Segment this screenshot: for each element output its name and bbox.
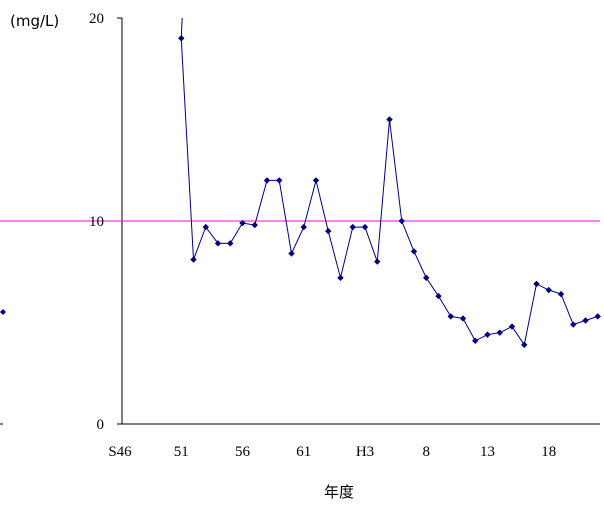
x-tick-label: 61	[296, 444, 311, 460]
data-point	[435, 292, 442, 300]
data-point	[178, 35, 185, 42]
series-line-lead	[180, 18, 183, 39]
data-point	[312, 177, 320, 184]
x-tick-label: H3	[356, 444, 374, 460]
data-point	[251, 221, 258, 229]
data-point	[496, 329, 503, 336]
data-point	[300, 223, 307, 231]
data-point	[202, 223, 209, 231]
y-tick-label: 10	[89, 214, 104, 230]
data-point	[398, 217, 405, 225]
data-point	[545, 286, 552, 294]
data-point	[374, 258, 381, 265]
data-point	[557, 290, 565, 298]
data-point	[337, 274, 344, 282]
series-group	[178, 18, 601, 349]
x-tick-label: 51	[174, 444, 189, 460]
series	[178, 18, 601, 349]
data-point	[533, 280, 540, 288]
data-point	[276, 177, 283, 184]
label-group: 0 10 20 S46 51 56 61 H3 8 13 18	[89, 11, 556, 460]
data-point	[227, 240, 234, 247]
data-point	[214, 240, 222, 247]
adjacent-chart-fragment	[0, 220, 6, 425]
data-point	[508, 323, 516, 330]
y-tick-label: 20	[89, 11, 104, 27]
data-point	[410, 248, 418, 255]
data-point	[386, 116, 393, 123]
data-point	[521, 341, 528, 349]
series-line	[180, 38, 598, 347]
x-tick-label: 13	[480, 444, 495, 460]
fragment-point	[0, 309, 6, 315]
data-point	[263, 177, 271, 184]
data-point	[190, 256, 197, 263]
data-point	[349, 223, 356, 231]
data-point	[484, 331, 491, 338]
data-point	[570, 321, 577, 328]
data-point	[582, 317, 589, 324]
data-point	[288, 250, 295, 257]
x-tick-label: 8	[423, 444, 431, 460]
data-point	[472, 337, 479, 344]
y-tick-label: 0	[97, 417, 105, 433]
data-point	[239, 219, 246, 227]
x-tick-label: 56	[235, 444, 251, 460]
x-tick-label: S46	[108, 444, 132, 460]
data-point	[459, 315, 467, 322]
x-tick-label: 18	[541, 444, 556, 460]
y-axis-label: (mg/L)	[10, 12, 59, 30]
data-point	[594, 313, 601, 320]
data-point	[447, 313, 454, 320]
data-point	[423, 274, 430, 282]
x-axis-label: 年度	[324, 483, 354, 501]
data-point	[325, 227, 332, 235]
data-point	[361, 223, 369, 231]
